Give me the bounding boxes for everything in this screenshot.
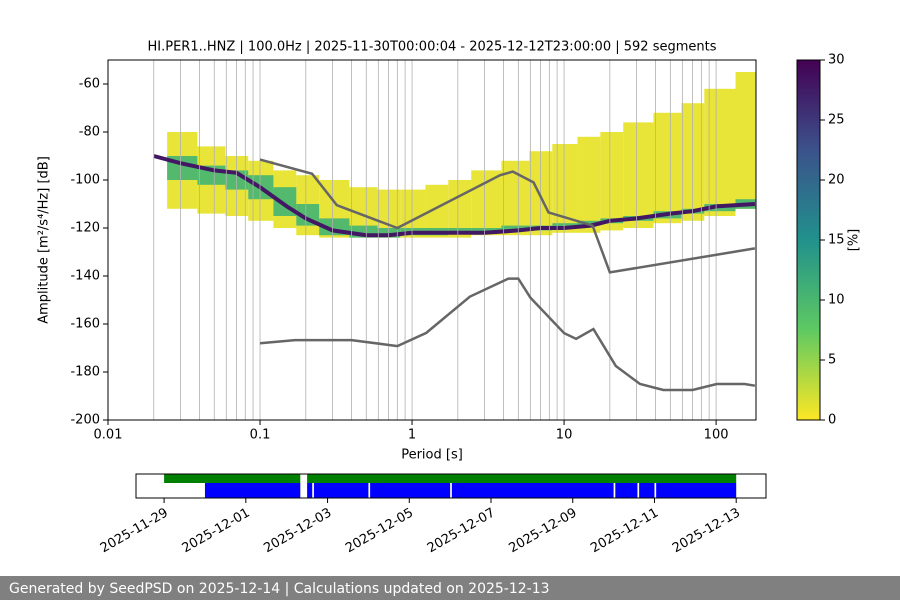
- x-tick-label: 2025-12-09: [507, 506, 580, 557]
- x-tick-label: 10: [556, 428, 573, 443]
- availability-segment: [204, 483, 301, 498]
- y-tick-label: -160: [70, 317, 100, 332]
- figure: HI.PER1..HNZ | 100.0Hz | 2025-11-30T00:0…: [37, 40, 862, 557]
- density-cell: [735, 72, 756, 209]
- colorbar-tick-label: 5: [828, 353, 836, 368]
- density-cell: [425, 184, 449, 238]
- colorbar-tick-label: 25: [828, 113, 845, 128]
- colorbar: [796, 59, 821, 421]
- y-tick-label: -140: [70, 269, 100, 284]
- x-tick-label: 2025-12-03: [261, 506, 334, 557]
- availability-segment: [656, 483, 737, 498]
- plot-background: [108, 60, 756, 420]
- density-cell: [501, 225, 530, 231]
- density-cell: [577, 136, 601, 233]
- x-tick-label: 2025-11-29: [98, 506, 171, 557]
- availability-segment: [313, 483, 369, 498]
- x-tick-label: 0.01: [94, 428, 123, 443]
- density-cell: [448, 228, 472, 233]
- x-tick-label: 0.1: [250, 428, 271, 443]
- x-tick-label: 2025-12-01: [180, 506, 253, 557]
- x-tick-label: 2025-12-13: [670, 506, 743, 557]
- availability-segment: [370, 483, 451, 498]
- density-cell: [471, 170, 502, 236]
- y-tick-label: -120: [70, 221, 100, 236]
- x-axis-label: Period [s]: [401, 448, 463, 463]
- footer: Generated by SeedPSD on 2025-12-14 | Cal…: [0, 576, 900, 600]
- colorbar-label: [%]: [847, 229, 862, 252]
- y-tick-label: -180: [70, 365, 100, 380]
- availability-segment: [451, 483, 614, 498]
- availability-segment: [164, 474, 301, 483]
- timeline-frame: [135, 473, 767, 499]
- y-tick-label: -100: [70, 173, 100, 188]
- noise-model-line: [259, 158, 756, 274]
- noise-model-line: [259, 277, 756, 392]
- availability-segment: [307, 483, 313, 498]
- x-tick-label: 1: [408, 428, 416, 443]
- density-cell: [552, 223, 578, 228]
- availability-segment: [639, 483, 655, 498]
- density-cell: [600, 132, 624, 231]
- availability-segment: [615, 483, 638, 498]
- colorbar-tick-label: 15: [828, 233, 845, 248]
- y-tick-label: -200: [70, 413, 100, 428]
- density-cell: [653, 112, 682, 224]
- chart-title: HI.PER1..HNZ | 100.0Hz | 2025-11-30T00:0…: [148, 40, 717, 55]
- colorbar-tick-label: 30: [828, 53, 845, 68]
- y-axis-label: Amplitude [m²/s⁴/Hz] [dB]: [37, 156, 52, 324]
- availability-segment: [307, 474, 737, 483]
- x-tick-label: 2025-12-11: [588, 506, 661, 557]
- y-tick-label: -60: [79, 77, 100, 92]
- y-tick-label: -80: [79, 125, 100, 140]
- colorbar-tick-label: 10: [828, 293, 845, 308]
- colorbar-tick-label: 20: [828, 173, 845, 188]
- mode-line: [153, 154, 756, 238]
- x-tick-label: 2025-12-07: [425, 506, 498, 557]
- x-tick-label: 100: [704, 428, 729, 443]
- plot-frame: [107, 59, 757, 421]
- density-cell: [623, 122, 654, 228]
- x-tick-label: 2025-12-05: [343, 506, 416, 557]
- colorbar-tick-label: 0: [828, 413, 836, 428]
- density-cell: [471, 228, 502, 233]
